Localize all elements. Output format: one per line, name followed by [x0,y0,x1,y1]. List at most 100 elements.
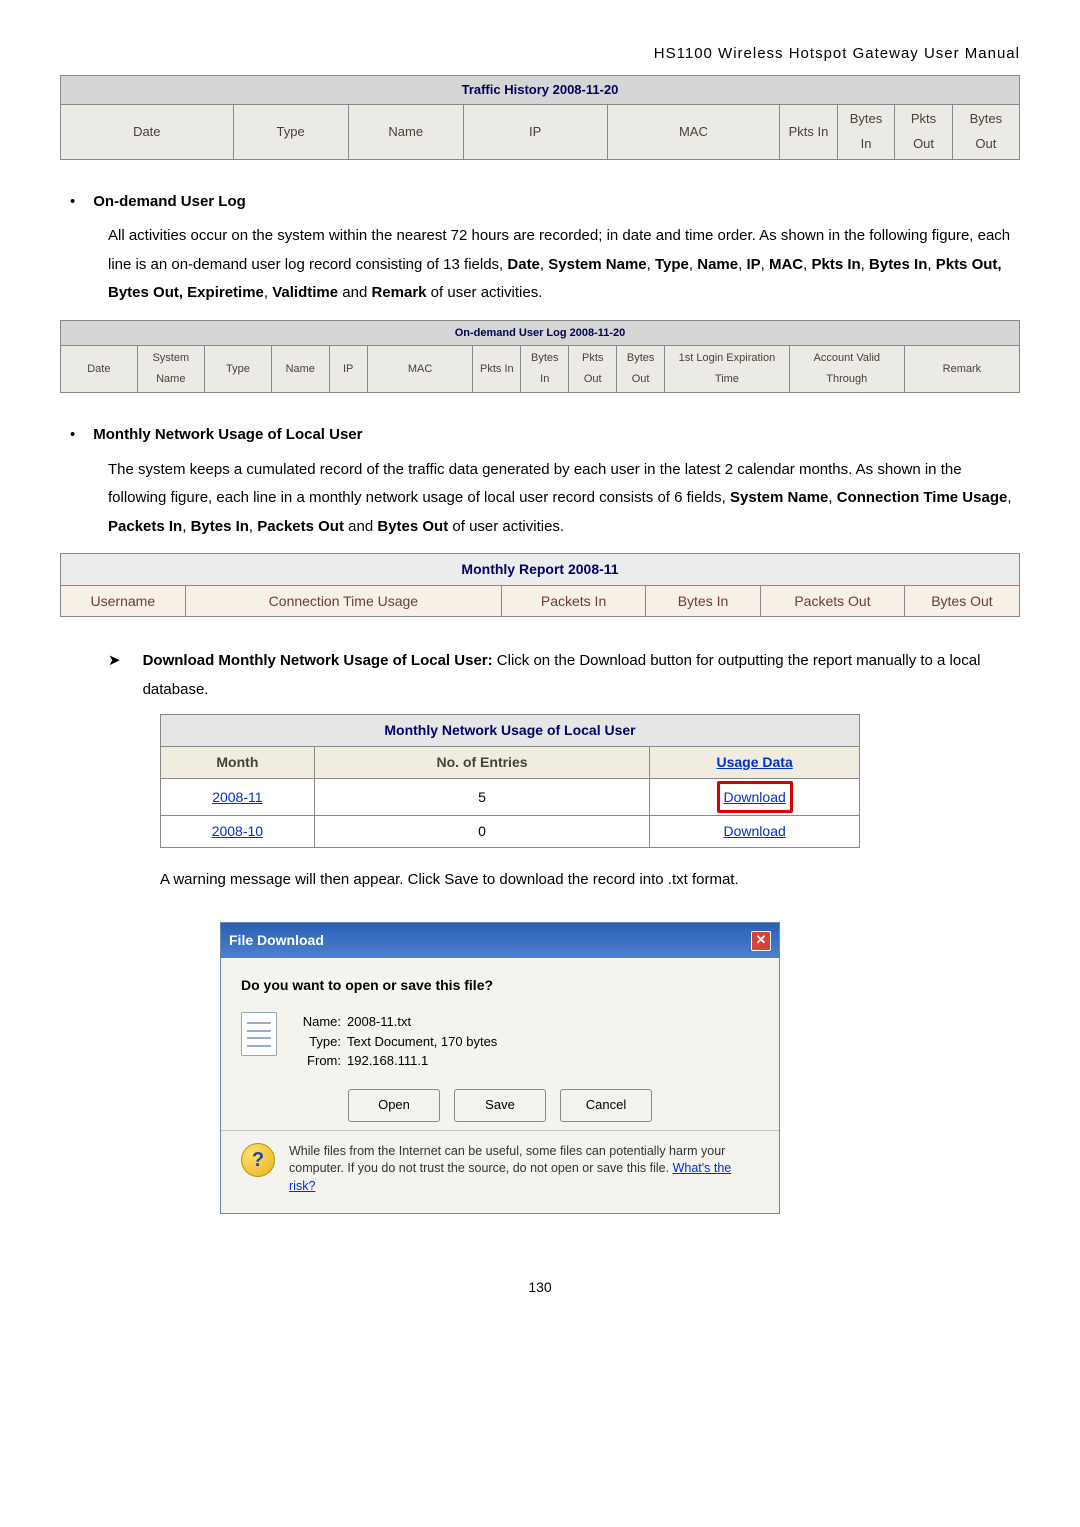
od-col-2: Type [204,346,271,393]
download-body: Download Monthly Network Usage of Local … [143,647,1020,704]
mr-col-1: Connection Time Usage [185,585,501,617]
type-label: Type: [291,1032,341,1052]
th-col-ip: IP [463,105,607,159]
b-remark: Remark [371,284,426,301]
monthly-usage-table: Monthly Network Usage of Local User Mont… [160,714,860,847]
mb4: Bytes In [191,518,249,535]
dialog-titlebar: File Download ✕ [221,923,779,958]
od-col-8: Pkts Out [569,346,617,393]
sep: , [689,256,697,273]
b-bytesin: Bytes In [869,256,927,273]
mu-r1-dl: Download [650,816,860,848]
od-col-0: Date [61,346,138,393]
od-col-5: MAC [367,346,472,393]
month-link-1[interactable]: 2008-10 [212,823,263,839]
warning-icon: ? [241,1143,275,1177]
ondemand-table: On-demand User Log 2008-11-20 Date Syste… [60,320,1020,394]
od-col-7: Bytes In [521,346,569,393]
mr-col-4: Packets Out [761,585,905,617]
warning-text: While files from the Internet can be use… [289,1143,759,1196]
mu-h3: Usage Data [650,747,860,779]
th-col-type: Type [233,105,348,159]
od-col-6: Pkts In [473,346,521,393]
b-pktsin: Pkts In [811,256,860,273]
sep: , [927,256,935,273]
close-icon[interactable]: ✕ [751,931,771,951]
od-col-3: Name [271,346,329,393]
b-type: Type [655,256,689,273]
sep: , [828,489,836,506]
from-value: 192.168.111.1 [347,1053,428,1068]
th-col-bytesin: Bytes In [837,105,895,159]
mr-col-5: Bytes Out [904,585,1019,617]
sep: of user activities. [448,518,564,535]
mu-r0-month: 2008-11 [161,778,315,816]
sep: , [647,256,655,273]
monthly-usage-table-wrap: Monthly Network Usage of Local User Mont… [160,714,860,847]
mb3: Packets In [108,518,182,535]
mu-r1-month: 2008-10 [161,816,315,848]
sep: , [1007,489,1011,506]
mb6: Bytes Out [377,518,448,535]
mu-r0-entries: 5 [314,778,650,816]
th-col-date: Date [61,105,234,159]
arrow-icon: ➤ [108,647,121,676]
th-col-pktsin: Pkts In [780,105,838,159]
od-col-10: 1st Login Expiration Time [665,346,790,393]
od-col-12: Remark [904,346,1019,393]
traffic-history-table: Traffic History 2008-11-20 Date Type Nam… [60,75,1020,160]
sep: , [182,518,190,535]
mu-r0-dl: Download [650,778,860,816]
ondemand-suffix: of user activities. [427,284,543,301]
type-value: Text Document, 170 bytes [347,1034,497,1049]
b-ip: IP [746,256,760,273]
monthly-title: Monthly Network Usage of Local User [93,421,362,450]
b-validtime: Validtime [272,284,338,301]
sep: , [264,284,272,301]
mr-col-2: Packets In [502,585,646,617]
download-link-1[interactable]: Download [724,823,786,839]
sep: and [344,518,377,535]
sep: , [761,256,769,273]
doc-header: HS1100 Wireless Hotspot Gateway User Man… [60,40,1020,69]
warn-text: While files from the Internet can be use… [289,1144,725,1176]
b-sysname: System Name [548,256,646,273]
mu-r1-entries: 0 [314,816,650,848]
ondemand-section: • On-demand User Log All activities occu… [60,188,1020,308]
od-col-11: Account Valid Through [789,346,904,393]
monthly-report-table: Monthly Report 2008-11 Username Connecti… [60,553,1020,617]
dialog-title: File Download [229,927,324,954]
th-col-pktsout: Pkts Out [895,105,953,159]
open-button[interactable]: Open [348,1089,440,1122]
th-col-bytesout: Bytes Out [952,105,1019,159]
cancel-button[interactable]: Cancel [560,1089,652,1122]
b-date: Date [507,256,540,273]
month-link-0[interactable]: 2008-11 [212,789,262,805]
save-button[interactable]: Save [454,1089,546,1122]
from-label: From: [291,1051,341,1071]
monthly-section: • Monthly Network Usage of Local User Th… [60,421,1020,541]
mr-col-0: Username [61,585,186,617]
monthly-report-title: Monthly Report 2008-11 [61,554,1020,586]
sep: , [861,256,869,273]
sep: , [249,518,257,535]
sep: , [540,256,548,273]
ondemand-table-title: On-demand User Log 2008-11-20 [61,320,1020,346]
mu-title: Monthly Network Usage of Local User [161,715,860,747]
od-col-9: Bytes Out [617,346,665,393]
download-title: Download Monthly Network Usage of Local … [143,652,493,669]
mu-h1: Month [161,747,315,779]
download-link-0[interactable]: Download [724,789,786,805]
th-col-mac: MAC [607,105,780,159]
mu-h2: No. of Entries [314,747,650,779]
sep: and [338,284,371,301]
bullet-icon: • [70,188,75,217]
file-download-dialog: File Download ✕ Do you want to open or s… [220,922,780,1214]
traffic-history-title: Traffic History 2008-11-20 [61,75,1020,105]
usage-data-link[interactable]: Usage Data [717,754,793,770]
ondemand-title: On-demand User Log [93,188,246,217]
mr-col-3: Bytes In [645,585,760,617]
dialog-question: Do you want to open or save this file? [241,972,759,999]
ondemand-body: All activities occur on the system withi… [108,222,1020,308]
th-col-name: Name [348,105,463,159]
